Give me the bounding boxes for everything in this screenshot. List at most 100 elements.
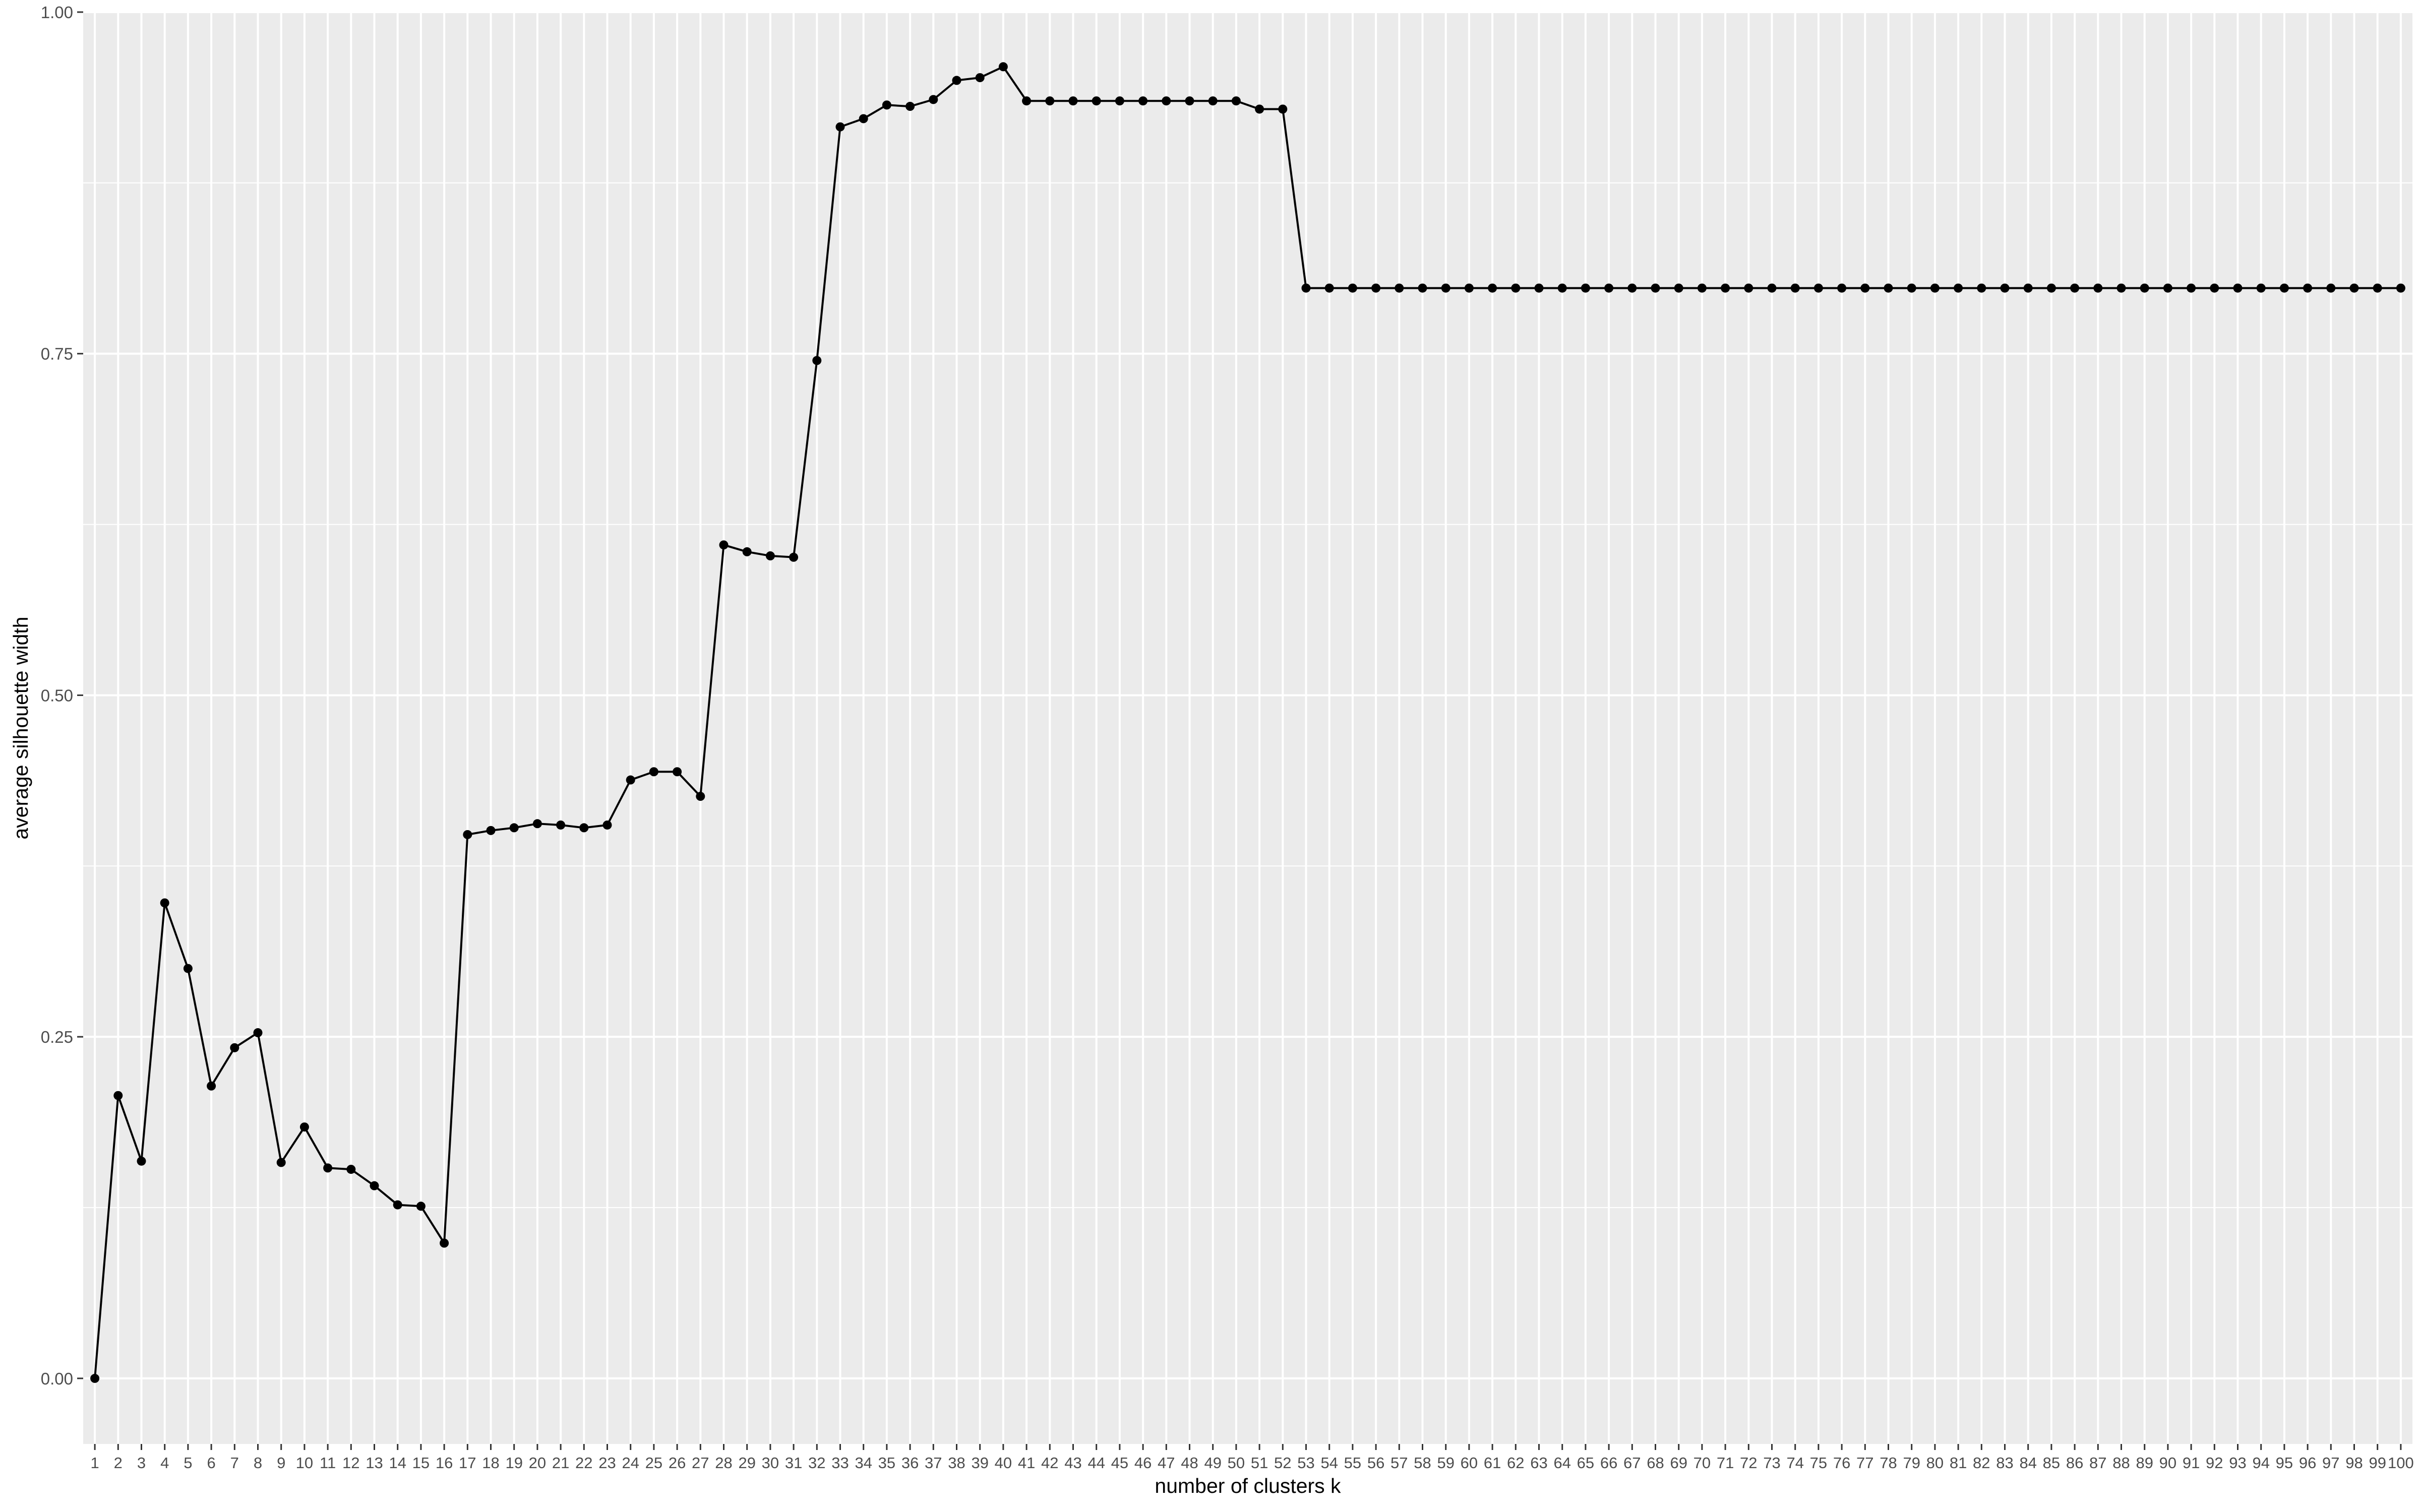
data-point <box>1884 283 1893 293</box>
x-tick-label: 64 <box>1553 1454 1570 1472</box>
x-tick-label: 39 <box>971 1454 988 1472</box>
x-tick-label: 47 <box>1158 1454 1175 1472</box>
data-point <box>1464 283 1474 293</box>
x-tick-label: 86 <box>2066 1454 2083 1472</box>
data-point <box>509 823 519 833</box>
data-point <box>2349 283 2359 293</box>
data-point <box>2233 283 2243 293</box>
x-tick-label: 16 <box>436 1454 453 1472</box>
x-tick-label: 71 <box>1717 1454 1734 1472</box>
x-tick-label: 90 <box>2159 1454 2176 1472</box>
y-axis: 0.00 0.25 0.50 0.75 1.00 <box>41 3 83 1388</box>
x-tick-label: 9 <box>277 1454 285 1472</box>
data-point <box>1162 96 1171 106</box>
x-tick-label: 7 <box>230 1454 239 1472</box>
data-point <box>2000 283 2010 293</box>
data-point <box>1581 283 1590 293</box>
x-tick-label: 96 <box>2299 1454 2316 1472</box>
x-tick-label: 46 <box>1134 1454 1152 1472</box>
data-point <box>1138 96 1148 106</box>
series-silhouette <box>90 62 2405 1383</box>
data-point <box>1744 283 1753 293</box>
y-tick-label: 0.25 <box>41 1028 73 1046</box>
x-tick-label: 56 <box>1367 1454 1384 1472</box>
x-tick-label: 76 <box>1833 1454 1850 1472</box>
x-tick-label: 3 <box>137 1454 146 1472</box>
x-axis-title: number of clusters k <box>1155 1474 1341 1497</box>
x-tick-label: 14 <box>389 1454 406 1472</box>
data-point <box>579 823 589 833</box>
data-point <box>742 547 752 556</box>
x-tick-label: 57 <box>1390 1454 1408 1472</box>
x-tick-label: 94 <box>2252 1454 2269 1472</box>
x-tick-label: 5 <box>184 1454 192 1472</box>
data-point <box>952 76 961 85</box>
data-point <box>2116 283 2126 293</box>
x-tick-label: 15 <box>412 1454 430 1472</box>
x-tick-label: 92 <box>2206 1454 2223 1472</box>
x-tick-label: 11 <box>320 1454 336 1472</box>
x-tick-label: 75 <box>1810 1454 1827 1472</box>
data-point <box>1045 96 1055 106</box>
data-point <box>882 100 891 110</box>
data-point <box>346 1165 356 1174</box>
x-tick-label: 37 <box>925 1454 942 1472</box>
x-tick-label: 99 <box>2369 1454 2386 1472</box>
data-point <box>905 102 915 111</box>
data-point <box>1278 104 1288 114</box>
data-point <box>299 1122 309 1132</box>
x-tick-label: 1 <box>90 1454 99 1472</box>
x-tick-label: 72 <box>1740 1454 1757 1472</box>
data-point <box>393 1200 402 1210</box>
y-tick-label: 0.50 <box>41 686 73 705</box>
x-tick-label: 22 <box>575 1454 592 1472</box>
x-tick-label: 34 <box>855 1454 872 1472</box>
data-point <box>2023 283 2033 293</box>
minor-gridlines <box>83 182 2412 1209</box>
x-tick-label: 4 <box>160 1454 169 1472</box>
x-tick-label: 42 <box>1041 1454 1058 1472</box>
data-point <box>1651 283 1660 293</box>
x-tick-label: 63 <box>1530 1454 1547 1472</box>
x-tick-label: 74 <box>1786 1454 1803 1472</box>
x-tick-label: 29 <box>738 1454 755 1472</box>
x-tick-label: 41 <box>1018 1454 1035 1472</box>
data-point <box>137 1156 146 1166</box>
x-tick-label: 6 <box>207 1454 215 1472</box>
x-tick-label: 85 <box>2043 1454 2060 1472</box>
data-point <box>1790 283 1800 293</box>
data-point <box>90 1373 100 1383</box>
x-tick-label: 88 <box>2112 1454 2130 1472</box>
x-tick-label: 20 <box>529 1454 546 1472</box>
x-tick-label: 13 <box>366 1454 383 1472</box>
data-point <box>673 767 682 777</box>
data-point <box>556 820 566 830</box>
data-point <box>2326 283 2336 293</box>
x-tick-label: 66 <box>1600 1454 1617 1472</box>
data-point <box>1954 283 1963 293</box>
data-point <box>1534 283 1544 293</box>
x-tick-label: 91 <box>2183 1454 2200 1472</box>
x-axis: 1 2 3 4 5 6 7 8 9 10 11 12 13 14 15 16 17 18 19 20 21 22 23 24 2… <box>90 1444 2414 1472</box>
data-point <box>2140 283 2149 293</box>
data-point <box>1627 283 1637 293</box>
x-tick-label: 49 <box>1204 1454 1221 1472</box>
series-line <box>94 66 2401 1379</box>
data-point <box>835 122 845 132</box>
x-tick-label: 65 <box>1577 1454 1594 1472</box>
x-tick-label: 26 <box>669 1454 686 1472</box>
x-tick-label: 8 <box>254 1454 262 1472</box>
data-point <box>1301 283 1311 293</box>
data-point <box>602 820 612 830</box>
x-tick-label: 77 <box>1856 1454 1873 1472</box>
data-point <box>812 356 822 365</box>
data-point <box>323 1163 333 1173</box>
data-point <box>1860 283 1870 293</box>
data-point <box>2279 283 2289 293</box>
x-tick-label: 23 <box>598 1454 616 1472</box>
data-point <box>929 95 938 104</box>
x-tick-label: 2 <box>114 1454 123 1472</box>
x-tick-label: 78 <box>1880 1454 1897 1472</box>
data-point <box>160 898 169 908</box>
x-tick-label: 79 <box>1903 1454 1920 1472</box>
